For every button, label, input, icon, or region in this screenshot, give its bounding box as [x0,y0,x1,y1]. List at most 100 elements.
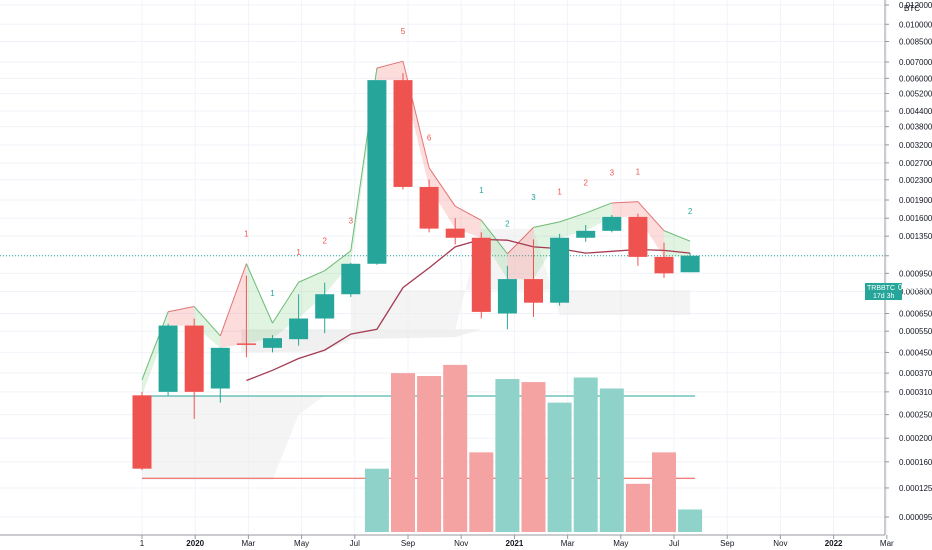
sma-line [246,238,691,382]
time-axis[interactable]: 1 2020 Mar May Jul Sep Nov 2021 Mar May Jul Sep Nov 2… [140,535,894,548]
candle-body [524,279,543,303]
count-label: 6 [427,133,432,142]
candle-body [289,318,309,340]
last-price-value: 0.001122 [898,283,931,292]
count-label: 5 [401,27,406,36]
envelope-segment [246,263,273,344]
candle-body [132,395,152,469]
volume-bar [547,402,572,532]
price-tick-label: 0.003800 [899,123,932,132]
moving-average [246,238,691,382]
count-label: 1 [636,167,641,176]
price-tick-label: 0.001900 [899,196,932,205]
candle-body [628,216,648,257]
envelope-segment [481,220,508,280]
envelope-edge [168,306,195,313]
envelope-segment [533,221,560,280]
candle-body [576,230,596,238]
last-price-tag-background [865,283,902,300]
candlesticks [132,73,700,471]
envelope-edge [585,202,612,214]
price-tick-label: 0.000250 [899,411,932,420]
volume-bar [391,373,415,532]
price-tick-label: 0.001350 [899,232,932,241]
envelope-edge [141,311,169,381]
envelope-edge [611,201,638,204]
price-tick-label: 0.005200 [899,89,932,98]
time-tick-label: May [613,539,628,548]
price-tick-label: 0.010000 [899,20,932,29]
envelope-segment [168,306,195,326]
candle-body [680,255,700,273]
time-tick-label: 1 [140,539,145,548]
envelope-edge [272,281,300,324]
envelope-segment [611,201,638,217]
volume-bar [573,377,598,532]
bar-countdown: 17d 3h [873,293,895,300]
price-tick-label: 0.000650 [899,310,932,319]
time-tick-label: Nov [773,539,787,548]
envelope-segment [664,230,691,257]
price-tick-label: 0.000950 [899,269,932,278]
price-tick-label: 0.000550 [899,327,932,336]
price-tick-label: 0.007000 [899,58,932,67]
count-label: 1 [270,289,275,298]
envelope-segment [298,270,325,319]
price-tick-label: 0.004400 [899,107,932,116]
envelope-edge [245,263,273,324]
volume-bars [364,364,703,532]
candle-body [263,338,282,348]
price-tick-label: 0.000800 [899,288,932,297]
envelope-edge [533,221,560,228]
count-label: 2 [688,207,693,216]
volume-bar [443,364,468,532]
price-tick-label: 0.002300 [899,176,932,185]
price-tick-label: 0.000450 [899,348,932,357]
envelope-edge [193,306,221,337]
count-label: 1 [296,248,301,257]
time-tick-label: 2022 [825,539,843,548]
envelope-segment [324,250,351,295]
envelope-edge [480,220,508,255]
price-tick-label: 0.000095 [899,513,932,522]
candle-body [445,228,465,238]
envelope-edge [637,201,665,231]
candle-body [497,279,517,314]
price-tick-label: 0.012000 [899,1,932,10]
volume-bar [521,382,546,532]
envelope-edge [402,61,430,168]
envelope-edge [454,205,482,221]
count-label: 1 [479,186,484,195]
envelope-edge [428,167,456,207]
candle-body [419,186,439,229]
volume-bar [652,452,676,532]
price-tick-label: 0.000125 [899,484,932,493]
volume-bar [599,388,624,532]
candle-body [184,325,204,392]
volume-bar [364,468,389,532]
price-tick-label: 0.001600 [899,214,932,223]
envelope-edge [663,230,691,242]
count-label: 1 [244,229,249,238]
price-tick-label: 0.000370 [899,369,932,378]
time-tick-label: 2020 [186,539,204,548]
envelope-bands [141,60,691,396]
time-tick-label: Mar [242,539,256,548]
time-tick-label: Jul [669,539,679,548]
count-label: 3 [610,169,615,178]
price-tick-label: 0.003200 [899,141,932,150]
volume-bar [678,509,703,532]
count-label: 3 [349,216,354,225]
envelope-segment [194,306,221,348]
symbol-label: TRBBTC [867,285,895,292]
price-axis[interactable]: 0.012000 0.010000 0.008500 0.007000 0.006000… [885,1,932,522]
envelope-segment [376,61,403,81]
quote-unit-label: BTC [904,4,920,13]
time-tick-label: 2021 [506,539,524,548]
count-label: 3 [531,193,536,202]
envelope-segment [272,282,299,339]
envelope-edge [298,270,325,283]
envelope-segment [585,202,612,231]
price-tick-label: 0.000160 [899,458,932,467]
